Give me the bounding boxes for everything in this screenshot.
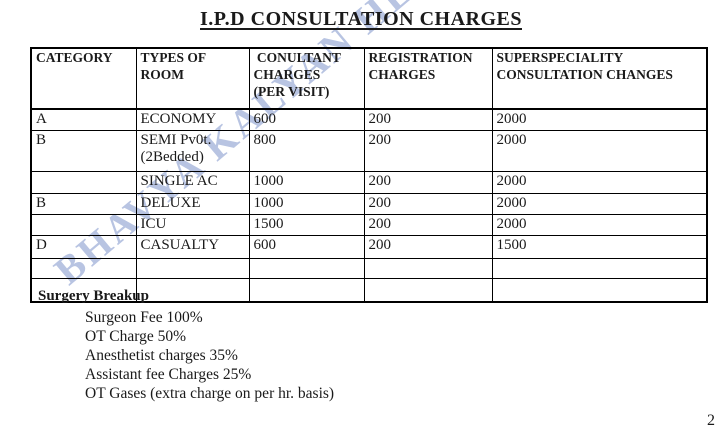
cell-category: A (30, 108, 137, 131)
header-category: CATEGORY (30, 47, 137, 110)
table-row: B SEMI Pv0t. (2Bedded) 800 200 2000 (30, 130, 708, 172)
cell-superspeciality: 2000 (491, 193, 708, 215)
cell-consultant: 600 (248, 108, 365, 131)
table-row-empty (30, 258, 708, 279)
cell-room: ECONOMY (135, 108, 250, 131)
cell-consultant: 800 (248, 130, 365, 172)
table-header-row: CATEGORY TYPES OF ROOM CONULTANT CHARGES… (30, 47, 708, 110)
table-row: ICU 1500 200 2000 (30, 214, 708, 236)
cell-consultant: 1000 (248, 171, 365, 194)
cell-consultant (248, 278, 365, 303)
cell-superspeciality (491, 258, 708, 279)
cell-registration: 200 (363, 130, 493, 172)
table-row: A ECONOMY 600 200 2000 (30, 108, 708, 131)
cell-room: DELUXE (135, 193, 250, 215)
charges-table: CATEGORY TYPES OF ROOM CONULTANT CHARGES… (30, 47, 708, 303)
cell-consultant: 1000 (248, 193, 365, 215)
cell-category: D (30, 235, 137, 259)
surgery-breakup-heading: Surgery Breakup (38, 288, 149, 304)
surgery-breakup-item: Assistant fee Charges 25% (85, 366, 252, 383)
cell-category: B (30, 130, 137, 172)
cell-registration (363, 258, 493, 279)
cell-registration: 200 (363, 108, 493, 131)
document-content: I.P.D CONSULTATION CHARGES CATEGORY TYPE… (0, 0, 722, 402)
table-row-empty (30, 278, 708, 303)
cell-room (135, 258, 250, 279)
cell-room: SEMI Pv0t. (2Bedded) (135, 130, 250, 172)
page-title: I.P.D CONSULTATION CHARGES (200, 8, 522, 30)
surgery-breakup-item: OT Charge 50% (85, 328, 187, 345)
cell-consultant: 1500 (248, 214, 365, 236)
surgery-breakup-item: Surgeon Fee 100% (85, 309, 203, 326)
cell-category: B (30, 193, 137, 215)
page-number: 2 (707, 412, 715, 429)
cell-room: CASUALTY (135, 235, 250, 259)
cell-room: ICU (135, 214, 250, 236)
cell-registration: 200 (363, 193, 493, 215)
header-registration-charges: REGISTRATION CHARGES (363, 47, 493, 110)
header-consultant-charges: CONULTANT CHARGES (PER VISIT) (248, 47, 365, 110)
cell-category (30, 214, 137, 236)
cell-room (135, 278, 250, 303)
cell-consultant (248, 258, 365, 279)
cell-category (30, 278, 137, 303)
cell-registration: 200 (363, 235, 493, 259)
table-row: SINGLE AC 1000 200 2000 (30, 171, 708, 194)
cell-superspeciality (491, 278, 708, 303)
cell-room: SINGLE AC (135, 171, 250, 194)
header-types-of-room: TYPES OF ROOM (135, 47, 250, 110)
cell-registration: 200 (363, 171, 493, 194)
cell-superspeciality: 2000 (491, 130, 708, 172)
cell-registration: 200 (363, 214, 493, 236)
table-row: D CASUALTY 600 200 1500 (30, 235, 708, 259)
cell-superspeciality: 1500 (491, 235, 708, 259)
cell-category (30, 171, 137, 194)
table-row: B DELUXE 1000 200 2000 (30, 193, 708, 215)
header-superspeciality: SUPERSPECIALITY CONSULTATION CHANGES (491, 47, 708, 110)
surgery-breakup-item: OT Gases (extra charge on per hr. basis) (85, 385, 335, 402)
surgery-breakup-item: Anesthetist charges 35% (85, 347, 238, 364)
surgery-breakup-section: Surgery Breakup Surgeon Fee 100% OT Char… (38, 288, 334, 403)
cell-superspeciality: 2000 (491, 171, 708, 194)
cell-registration (363, 278, 493, 303)
cell-consultant: 600 (248, 235, 365, 259)
cell-category (30, 258, 137, 279)
cell-superspeciality: 2000 (491, 108, 708, 131)
cell-superspeciality: 2000 (491, 214, 708, 236)
